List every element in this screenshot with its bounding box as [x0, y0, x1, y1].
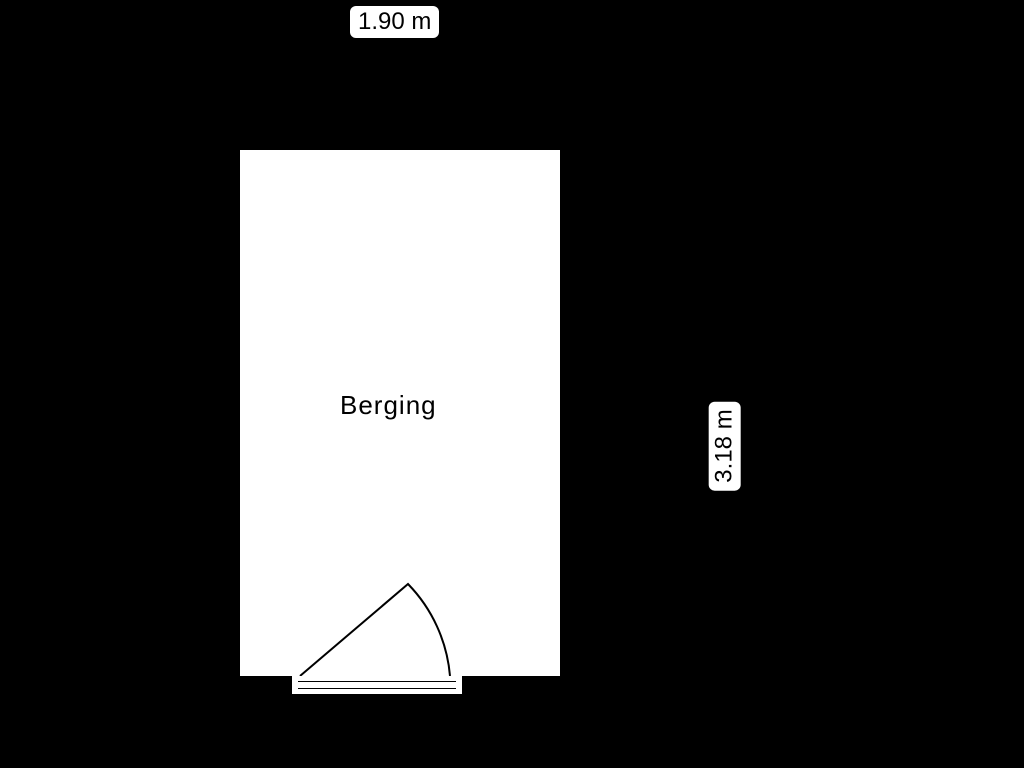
door-threshold — [292, 676, 462, 694]
floorplan-canvas: Berging 1.90 m 3.18 m — [0, 0, 1024, 768]
door-swing-icon — [0, 0, 1024, 768]
